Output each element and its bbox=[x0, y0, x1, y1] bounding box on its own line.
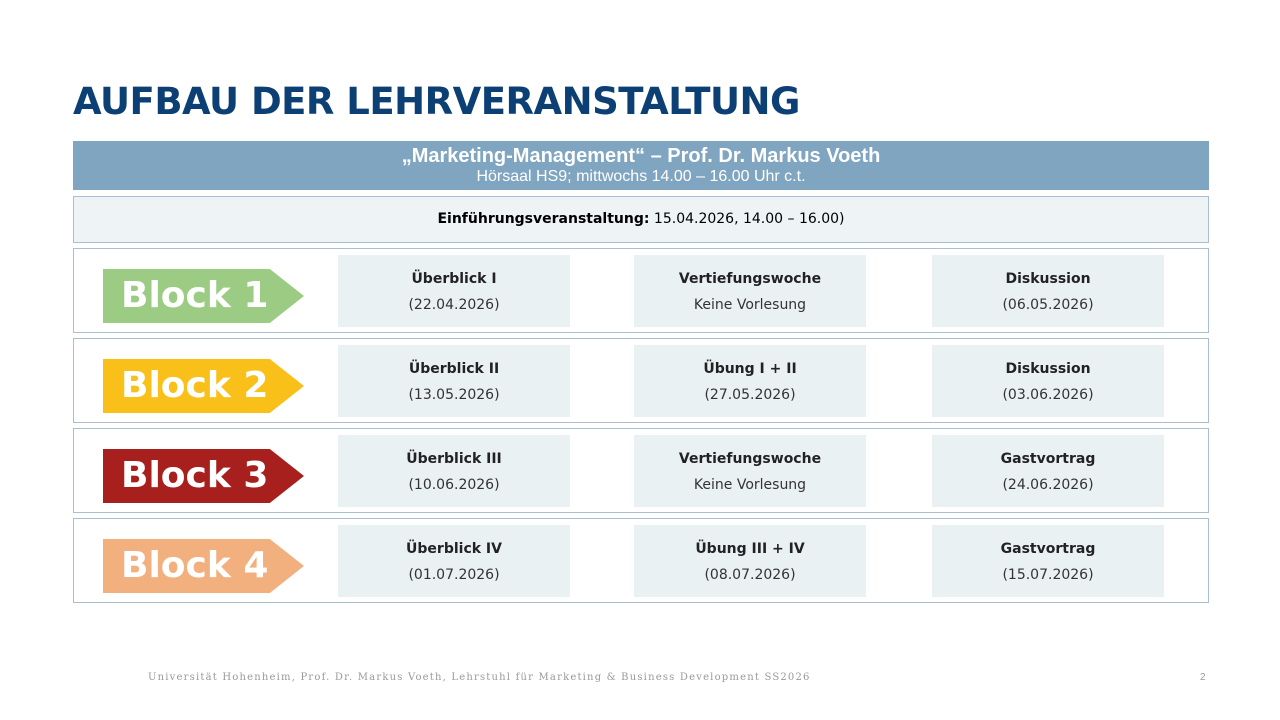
block-row: Block 2 Überblick II (13.05.2026) Übung … bbox=[73, 338, 1209, 423]
session-cell: Überblick I (22.04.2026) bbox=[338, 255, 570, 327]
page-title: AUFBAU DER LEHRVERANSTALTUNG bbox=[73, 80, 800, 123]
intro-session: Einführungsveranstaltung: 15.04.2026, 14… bbox=[73, 196, 1209, 243]
intro-value: 15.04.2026, 14.00 – 16.00) bbox=[649, 211, 845, 227]
session-title: Diskussion bbox=[1005, 361, 1091, 377]
session-title: Gastvortrag bbox=[1000, 451, 1096, 467]
session-date: (15.07.2026) bbox=[1002, 567, 1094, 583]
session-date: (22.04.2026) bbox=[408, 297, 500, 313]
session-title: Vertiefungswoche bbox=[678, 271, 822, 287]
block-row: Block 1 Überblick I (22.04.2026) Vertief… bbox=[73, 248, 1209, 333]
intro-label: Einführungsveranstaltung: bbox=[437, 211, 650, 227]
session-cell: Überblick II (13.05.2026) bbox=[338, 345, 570, 417]
block-arrow: Block 4 bbox=[103, 539, 304, 593]
session-date: (01.07.2026) bbox=[408, 567, 500, 583]
session-cell: Übung III + IV (08.07.2026) bbox=[634, 525, 866, 597]
session-title: Diskussion bbox=[1005, 271, 1091, 287]
session-cell: Gastvortrag (24.06.2026) bbox=[932, 435, 1164, 507]
session-date: (27.05.2026) bbox=[704, 387, 796, 403]
session-title: Überblick IV bbox=[406, 541, 502, 557]
session-cell: Diskussion (03.06.2026) bbox=[932, 345, 1164, 417]
session-date: (08.07.2026) bbox=[704, 567, 796, 583]
session-title: Gastvortrag bbox=[1000, 541, 1096, 557]
course-header: „Marketing-Management“ – Prof. Dr. Marku… bbox=[73, 141, 1209, 190]
session-title: Übung I + II bbox=[703, 361, 797, 377]
session-cell: Vertiefungswoche Keine Vorlesung bbox=[634, 435, 866, 507]
session-date: (13.05.2026) bbox=[408, 387, 500, 403]
session-date: (03.06.2026) bbox=[1002, 387, 1094, 403]
session-title: Überblick III bbox=[406, 451, 502, 467]
block-arrow: Block 1 bbox=[103, 269, 304, 323]
block-arrow: Block 2 bbox=[103, 359, 304, 413]
block-arrow: Block 3 bbox=[103, 449, 304, 503]
session-cell: Übung I + II (27.05.2026) bbox=[634, 345, 866, 417]
block-row: Block 4 Überblick IV (01.07.2026) Übung … bbox=[73, 518, 1209, 603]
session-date: Keine Vorlesung bbox=[693, 297, 807, 313]
session-cell: Überblick IV (01.07.2026) bbox=[338, 525, 570, 597]
session-date: Keine Vorlesung bbox=[693, 477, 807, 493]
course-title: „Marketing-Management“ – Prof. Dr. Marku… bbox=[401, 145, 881, 167]
session-date: (10.06.2026) bbox=[408, 477, 500, 493]
course-location: Hörsaal HS9; mittwochs 14.00 – 16.00 Uhr… bbox=[476, 168, 806, 185]
session-title: Überblick II bbox=[408, 361, 500, 377]
page-number: 2 bbox=[1200, 672, 1206, 683]
session-cell: Diskussion (06.05.2026) bbox=[932, 255, 1164, 327]
session-cell: Vertiefungswoche Keine Vorlesung bbox=[634, 255, 866, 327]
session-cell: Gastvortrag (15.07.2026) bbox=[932, 525, 1164, 597]
footer-text: Universität Hohenheim, Prof. Dr. Markus … bbox=[148, 672, 811, 683]
block-row: Block 3 Überblick III (10.06.2026) Verti… bbox=[73, 428, 1209, 513]
session-date: (24.06.2026) bbox=[1002, 477, 1094, 493]
session-date: (06.05.2026) bbox=[1002, 297, 1094, 313]
session-title: Übung III + IV bbox=[695, 541, 805, 557]
session-title: Vertiefungswoche bbox=[678, 451, 822, 467]
session-title: Überblick I bbox=[411, 271, 497, 287]
session-cell: Überblick III (10.06.2026) bbox=[338, 435, 570, 507]
